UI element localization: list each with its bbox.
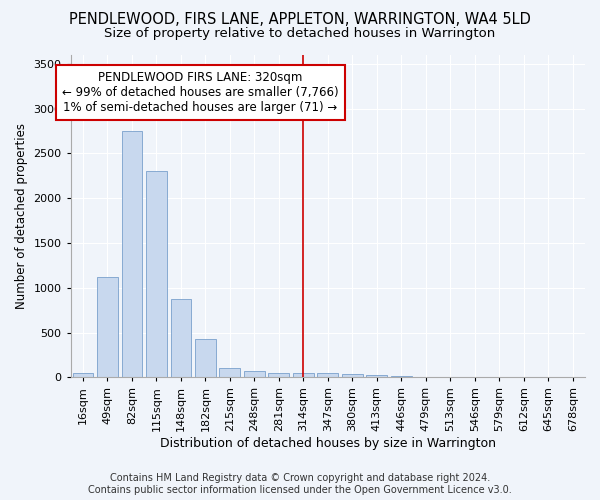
- Text: Contains HM Land Registry data © Crown copyright and database right 2024.
Contai: Contains HM Land Registry data © Crown c…: [88, 474, 512, 495]
- Bar: [342, 374, 363, 378]
- Bar: [170, 298, 191, 378]
- Bar: [244, 370, 265, 378]
- Bar: [268, 373, 289, 378]
- Bar: [367, 374, 387, 378]
- Text: PENDLEWOOD, FIRS LANE, APPLETON, WARRINGTON, WA4 5LD: PENDLEWOOD, FIRS LANE, APPLETON, WARRING…: [69, 12, 531, 28]
- Bar: [391, 376, 412, 378]
- Bar: [195, 339, 216, 378]
- Bar: [122, 131, 142, 378]
- Text: Size of property relative to detached houses in Warrington: Size of property relative to detached ho…: [104, 28, 496, 40]
- Bar: [97, 277, 118, 378]
- Text: PENDLEWOOD FIRS LANE: 320sqm
← 99% of detached houses are smaller (7,766)
1% of : PENDLEWOOD FIRS LANE: 320sqm ← 99% of de…: [62, 71, 339, 114]
- Bar: [293, 373, 314, 378]
- Bar: [73, 373, 94, 378]
- Bar: [317, 373, 338, 378]
- Y-axis label: Number of detached properties: Number of detached properties: [15, 123, 28, 309]
- X-axis label: Distribution of detached houses by size in Warrington: Distribution of detached houses by size …: [160, 437, 496, 450]
- Bar: [220, 368, 241, 378]
- Bar: [146, 172, 167, 378]
